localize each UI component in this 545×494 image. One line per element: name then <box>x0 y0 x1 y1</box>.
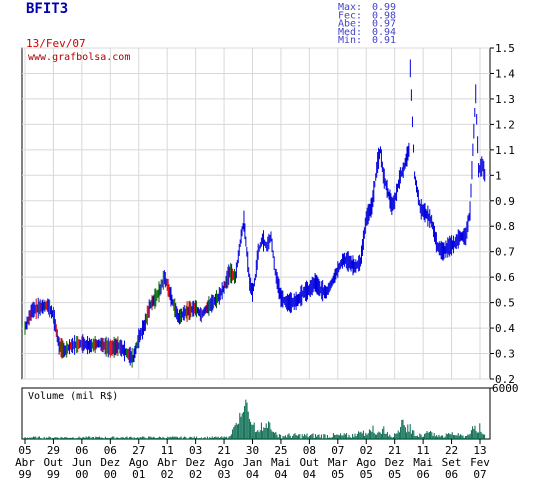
x-label-year: 01 <box>132 468 145 481</box>
x-label-year: 04 <box>303 468 317 481</box>
x-label-day: 02 <box>360 444 373 457</box>
price-tick-label: 0.4 <box>495 322 515 335</box>
x-label-day: 29 <box>47 444 60 457</box>
x-label-month: Dez <box>385 456 405 469</box>
price-tick-label: 1.4 <box>495 67 515 80</box>
x-label-day: 08 <box>303 444 316 457</box>
x-label-day: 03 <box>189 444 202 457</box>
ticker-title: BFIT3 <box>26 1 68 17</box>
date-label: 13/Fev/07 <box>26 37 86 50</box>
x-label-month: Fev <box>470 456 490 469</box>
x-label-month: Dez <box>186 456 206 469</box>
volume-tick-label: 6000 <box>492 382 519 395</box>
stat-value: 0.99 <box>372 2 396 13</box>
x-label-month: Mai <box>413 456 433 469</box>
price-tick-label: 1.3 <box>495 93 515 106</box>
stat-value: 0.97 <box>372 19 396 30</box>
x-label-year: 06 <box>417 468 430 481</box>
x-label-day: 30 <box>246 444 259 457</box>
stat-value: 0.94 <box>372 27 396 38</box>
x-label-day: 07 <box>331 444 344 457</box>
price-tick-label: 0.9 <box>495 195 515 208</box>
price-tick-label: 1.2 <box>495 118 515 131</box>
price-tick-label: 1.1 <box>495 144 515 157</box>
x-label-year: 06 <box>445 468 458 481</box>
volume-panel: Volume (mil R$) 6000 <box>21 382 519 440</box>
stat-label: Med: <box>338 27 362 38</box>
x-label-day: 22 <box>445 444 458 457</box>
x-label-month: Abr <box>157 456 177 469</box>
volume-series <box>24 399 486 439</box>
x-label-month: Out <box>44 456 64 469</box>
x-axis: 05Abr9929Out9906Jun0006Dez0027Ago0111Abr… <box>15 439 490 481</box>
x-label-year: 03 <box>217 468 230 481</box>
x-label-month: Mar <box>328 456 348 469</box>
x-label-day: 21 <box>388 444 401 457</box>
x-label-month: Ago <box>214 456 234 469</box>
x-label-year: 99 <box>18 468 31 481</box>
x-label-day: 25 <box>274 444 287 457</box>
x-label-day: 27 <box>132 444 145 457</box>
price-tick-label: 0.3 <box>495 348 515 361</box>
price-tick-label: 0.6 <box>495 271 515 284</box>
x-label-year: 00 <box>104 468 117 481</box>
x-label-month: Out <box>299 456 319 469</box>
x-label-year: 05 <box>360 468 373 481</box>
x-label-year: 04 <box>246 468 260 481</box>
price-panel: 0.2 0.3 0.4 0.5 0.6 0.7 0.8 0.9 1 1.1 1.2 1.3 1.4 1.5… <box>21 42 515 386</box>
watermark: www.grafbolsa.com <box>28 52 130 63</box>
x-label-month: Abr <box>15 456 35 469</box>
x-label-year: 05 <box>331 468 344 481</box>
price-tick-label: 0.5 <box>495 297 515 310</box>
x-label-day: 21 <box>217 444 230 457</box>
x-label-month: Set <box>442 456 462 469</box>
x-label-day: 06 <box>75 444 88 457</box>
price-tick-label: 0.7 <box>495 246 515 259</box>
price-tick-label: 1.5 <box>495 42 515 55</box>
price-tick-label: 0.8 <box>495 220 515 233</box>
x-label-year: 05 <box>388 468 401 481</box>
stat-value: 0.98 <box>372 10 396 21</box>
x-label-day: 11 <box>161 444 174 457</box>
stat-label: Fec: <box>338 10 362 21</box>
x-label-day: 13 <box>473 444 486 457</box>
price-tick-label: 0.2 <box>495 373 515 386</box>
stats-panel: Max: 0.99 Fec: 0.98 Abe: 0.97 Med: 0.94 Min: 0.91 <box>338 2 396 46</box>
x-label-year: 04 <box>274 468 288 481</box>
x-label-month: Mai <box>271 456 291 469</box>
x-label-year: 07 <box>473 468 486 481</box>
x-label-month: Jan <box>243 456 263 469</box>
x-label-month: Dez <box>100 456 120 469</box>
price-frame <box>21 47 491 380</box>
x-label-year: 02 <box>189 468 202 481</box>
x-label-month: Jun <box>72 456 92 469</box>
x-label-year: 00 <box>75 468 88 481</box>
volume-frame <box>21 387 491 440</box>
x-label-day: 06 <box>104 444 117 457</box>
x-label-year: 02 <box>161 468 174 481</box>
stat-value: 0.91 <box>372 35 396 46</box>
stat-label: Max: <box>338 2 362 13</box>
x-label-month: Ago <box>129 456 149 469</box>
x-label-year: 99 <box>47 468 60 481</box>
x-label-day: 05 <box>18 444 31 457</box>
x-label-month: Ago <box>356 456 376 469</box>
stat-label: Abe: <box>338 19 362 30</box>
x-label-day: 11 <box>417 444 430 457</box>
price-series <box>24 59 486 368</box>
price-tick-label: 1 <box>495 169 502 182</box>
stat-label: Min: <box>338 35 362 46</box>
volume-label: Volume (mil R$) <box>28 391 118 402</box>
